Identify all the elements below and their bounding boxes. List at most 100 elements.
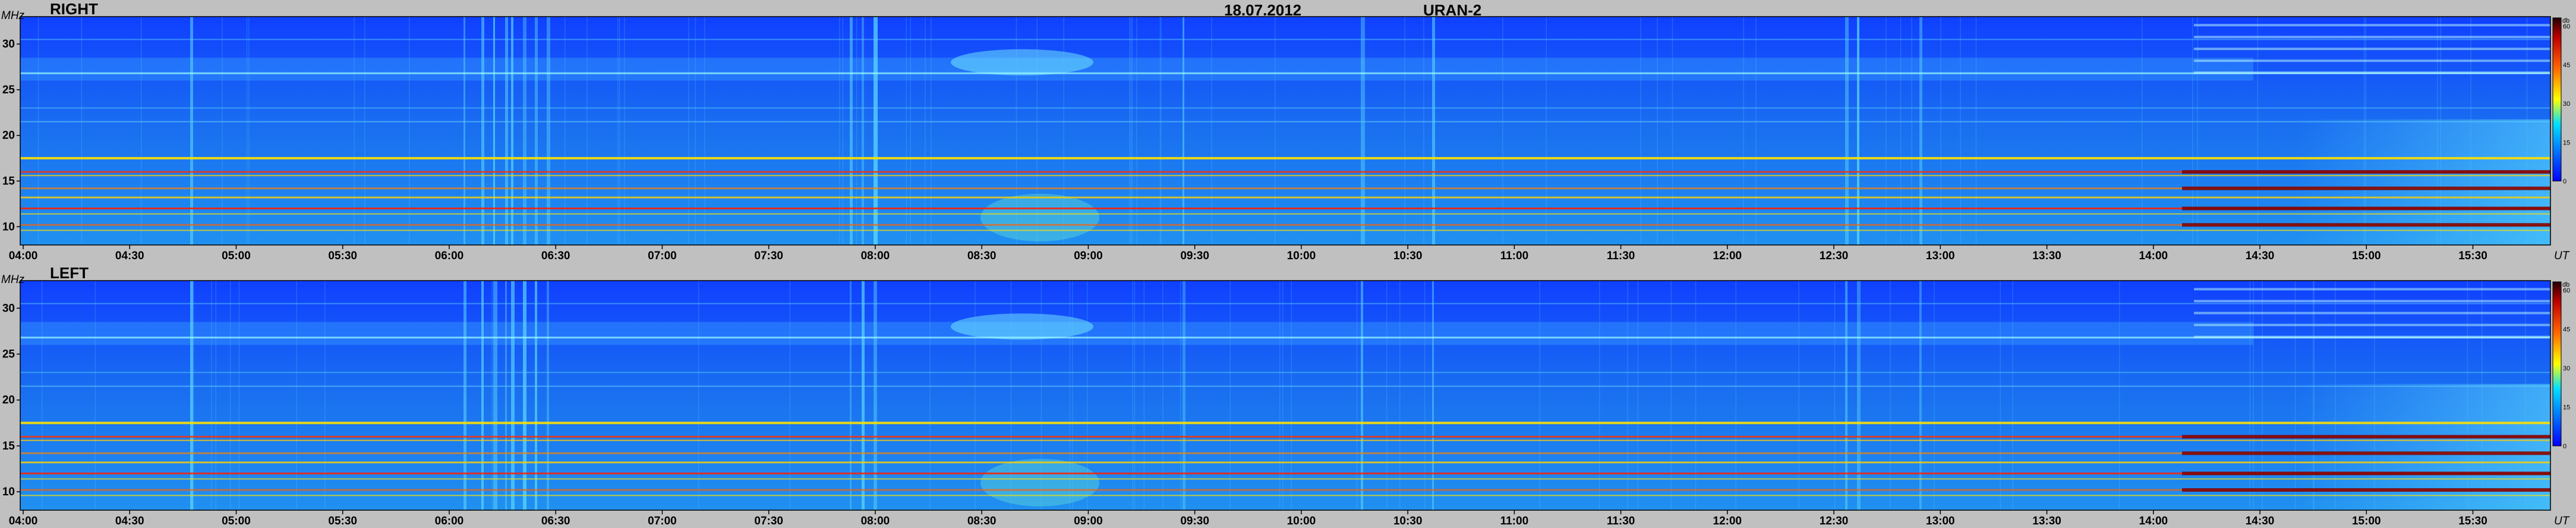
interference-streak (1627, 281, 1629, 510)
x-tick-label: 13:30 (2032, 250, 2061, 262)
interference-streak (1919, 281, 1921, 510)
interference-streak (850, 281, 852, 510)
instrument-name: URAN-2 (1423, 1, 1481, 19)
x-tick-label: 13:00 (1926, 250, 1955, 262)
rfi-band (20, 72, 2550, 74)
rfi-band (20, 372, 2550, 373)
x-tick-label: 13:00 (1926, 515, 1955, 527)
x-tick-label: 15:30 (2458, 250, 2487, 262)
x-tick-label: 15:00 (2352, 515, 2381, 527)
late-striation (2194, 71, 2550, 74)
interference-streak (695, 17, 696, 245)
interference-streak (1071, 281, 1073, 510)
burst-blob (980, 193, 1099, 241)
y-axis-unit: MHz (1, 274, 25, 286)
y-tick-label: 30 (2, 302, 15, 315)
rfi-band (20, 495, 2550, 496)
panel-left: LEFT MHz 10 15 20 25 30 04:00 04:30 05:00 05:30 06:… (1, 264, 2570, 527)
interference-streak (1361, 281, 1363, 510)
colorbar-tick-label: 30 (2563, 365, 2570, 372)
interference-streak (464, 281, 466, 510)
x-tick-label: 07:00 (648, 515, 677, 527)
interference-streak (238, 281, 240, 510)
interference-streak (2481, 281, 2483, 510)
rfi-band (20, 303, 2550, 304)
figure-date: 18.07.2012 (1224, 1, 1301, 19)
interference-streak (511, 17, 513, 245)
interference-streak (1229, 281, 1231, 510)
burst-blob (980, 458, 1099, 507)
interference-streak (2197, 17, 2199, 245)
interference-streak (1016, 17, 1017, 245)
interference-streak (910, 17, 912, 245)
interference-streak (2142, 17, 2143, 245)
interference-streak (1180, 281, 1181, 510)
interference-streak (1399, 281, 1401, 510)
interference-streak (617, 17, 619, 245)
x-tick-label: 07:30 (754, 515, 783, 527)
interference-streak (1356, 281, 1358, 510)
interference-streak (1279, 281, 1281, 510)
interference-streak (624, 17, 625, 245)
interference-streak (1161, 17, 1162, 245)
interference-streak (698, 281, 699, 510)
interference-streak (1919, 281, 1922, 510)
x-tick-label: 12:00 (1713, 250, 1742, 262)
x-tick-label: 06:00 (435, 515, 464, 527)
interference-streak (1036, 17, 1038, 245)
x-tick-label: 04:00 (9, 250, 38, 262)
x-tick-label: 05:30 (328, 250, 357, 262)
x-tick-label: 06:00 (435, 250, 464, 262)
interference-streak (587, 17, 588, 245)
colorbar-tick-label: 30 (2563, 100, 2570, 108)
x-tick-label: 14:30 (2246, 515, 2275, 527)
interference-streak (850, 17, 853, 245)
rfi-band (20, 196, 2550, 199)
x-tick-label: 14:00 (2139, 250, 2168, 262)
interference-streak (1599, 281, 1600, 510)
interference-streak (1940, 17, 1941, 245)
interference-streak (1130, 17, 1132, 245)
interference-streak (1539, 281, 1540, 510)
y-tick-label: 20 (2, 130, 15, 142)
interference-streak (2363, 17, 2365, 245)
interference-streak (246, 17, 248, 245)
interference-streak (1063, 17, 1064, 245)
rfi-band (20, 121, 2550, 122)
interference-streak (229, 281, 231, 510)
late-striation (2194, 312, 2550, 315)
burst-blob (951, 313, 1093, 340)
x-tick-label: 10:30 (1393, 515, 1423, 527)
interference-streak (1183, 17, 1184, 245)
interference-streak (1136, 17, 1137, 245)
interference-streak (1640, 17, 1641, 245)
interference-streak (464, 17, 465, 245)
rfi-band (20, 157, 2550, 160)
interference-streak (535, 17, 538, 245)
late-striation (2194, 36, 2550, 39)
interference-streak (1846, 281, 1848, 510)
interference-streak (565, 17, 566, 245)
x-tick-label: 10:30 (1393, 250, 1423, 262)
panel-title: LEFT (50, 264, 89, 282)
interference-streak (193, 281, 194, 510)
rfi-band (20, 107, 2550, 109)
late-striation (2194, 48, 2550, 51)
rfi-band-strong (2182, 435, 2550, 439)
rfi-band (20, 435, 2550, 438)
late-striation (2194, 288, 2550, 291)
interference-streak (481, 17, 484, 245)
rfi-band (20, 461, 2550, 464)
late-striation (2194, 323, 2550, 326)
colorbar-tick-label: 45 (2563, 326, 2570, 333)
interference-streak (1432, 17, 1435, 245)
late-striation (2194, 335, 2550, 338)
x-tick-label: 08:00 (861, 515, 890, 527)
interference-streak (1282, 281, 1284, 510)
x-axis-unit: UT (2554, 515, 2570, 527)
colorbar (2552, 17, 2562, 181)
interference-streak (1069, 281, 1071, 510)
interference-streak (505, 281, 507, 510)
x-tick-label: 07:30 (754, 250, 783, 262)
x-tick-label: 11:00 (1500, 515, 1529, 527)
